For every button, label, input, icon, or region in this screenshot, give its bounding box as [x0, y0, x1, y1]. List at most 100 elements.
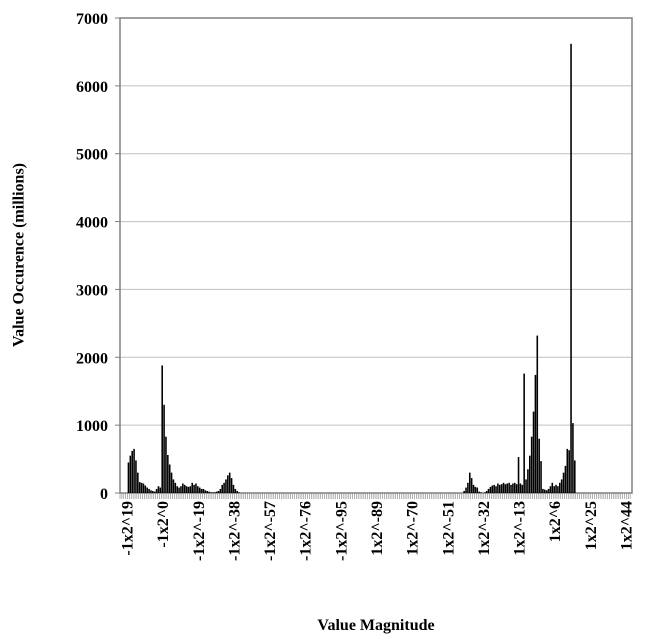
- bar: [521, 484, 524, 493]
- bar: [230, 478, 233, 493]
- bar: [525, 479, 527, 493]
- y-tick-label: 5000: [76, 147, 108, 164]
- bar: [232, 484, 235, 493]
- x-axis-title: Value Magnitude: [317, 617, 434, 634]
- bar: [570, 43, 572, 494]
- bar: [559, 482, 561, 493]
- bar: [215, 491, 218, 493]
- bar: [506, 483, 509, 493]
- bar: [165, 436, 167, 493]
- bar: [163, 404, 165, 493]
- bar: [474, 486, 477, 493]
- x-tick-label: -1x2^-19: [191, 501, 208, 561]
- y-tick-label: 3000: [76, 282, 108, 299]
- bar: [557, 486, 559, 493]
- bar: [502, 482, 505, 493]
- bar: [225, 479, 227, 493]
- bar: [574, 460, 576, 493]
- x-tick-label: 1x2^-51: [440, 501, 457, 556]
- bar: [150, 490, 152, 493]
- bar: [538, 438, 540, 493]
- bar: [468, 472, 471, 493]
- bar: [500, 484, 503, 493]
- bar: [519, 483, 522, 493]
- bar: [174, 482, 177, 493]
- bar: [198, 487, 201, 493]
- bar: [153, 491, 156, 493]
- bar: [489, 486, 492, 493]
- y-tick-label: 1000: [76, 418, 108, 435]
- bar: [523, 373, 525, 493]
- bar: [227, 475, 229, 493]
- y-tick-label: 4000: [76, 215, 108, 232]
- bar: [210, 492, 212, 493]
- bar: [536, 335, 539, 493]
- bar: [555, 484, 557, 493]
- bar: [467, 482, 469, 493]
- bar: [183, 484, 186, 493]
- y-axis-title: Value Occurence (millions): [11, 163, 28, 347]
- bar: [197, 486, 199, 493]
- x-tick-label: -1x2^-95: [333, 501, 350, 561]
- bar: [510, 484, 512, 493]
- bar: [495, 486, 497, 493]
- bar: [144, 485, 147, 493]
- bar: [465, 487, 467, 493]
- bar: [527, 469, 529, 493]
- x-tick-label: 1x2^6: [547, 501, 564, 542]
- bar: [532, 411, 535, 493]
- x-tick-label: 1x2^25: [583, 501, 600, 550]
- bar: [221, 484, 224, 493]
- y-tick-label: 6000: [76, 79, 108, 96]
- bar: [131, 450, 133, 493]
- x-tick-label: -1x2^-57: [262, 501, 279, 561]
- bar: [566, 448, 569, 493]
- plot-border: [119, 17, 633, 494]
- x-tick-label: -1x2^19: [120, 501, 137, 556]
- bar: [138, 482, 141, 493]
- bar: [202, 488, 205, 493]
- x-tick-label: 1x2^-70: [405, 501, 422, 556]
- bar: [187, 486, 190, 493]
- bar: [129, 455, 132, 493]
- bar: [497, 483, 499, 493]
- bar: [152, 490, 154, 493]
- bar: [553, 486, 555, 493]
- bar: [168, 464, 171, 493]
- bar: [542, 488, 544, 493]
- bar: [493, 484, 495, 493]
- bar: [217, 490, 220, 493]
- bar: [560, 479, 563, 493]
- bar: [472, 484, 475, 493]
- bar: [513, 482, 516, 493]
- bar: [180, 486, 182, 493]
- bar: [204, 490, 207, 493]
- bar: [127, 462, 130, 493]
- bar: [193, 484, 195, 493]
- bar: [133, 448, 135, 493]
- bar: [195, 483, 197, 493]
- bar: [568, 450, 570, 493]
- bar: [551, 482, 554, 493]
- bar: [223, 482, 225, 493]
- bar: [470, 478, 473, 493]
- bar: [530, 436, 533, 493]
- bar: [137, 472, 139, 493]
- bar: [512, 483, 514, 493]
- bar: [572, 423, 574, 493]
- bar: [491, 485, 494, 493]
- x-tick-label: 1x2^-89: [369, 501, 386, 556]
- bar: [219, 488, 222, 493]
- bar: [182, 483, 184, 493]
- bar: [140, 482, 143, 493]
- bar: [191, 482, 193, 493]
- x-tick-label: -1x2^0: [155, 501, 172, 548]
- bar: [213, 492, 216, 493]
- bar: [545, 490, 548, 493]
- bar: [498, 484, 501, 493]
- bar: [146, 487, 148, 493]
- bar: [135, 460, 137, 493]
- x-tick-label: 1x2^-32: [476, 501, 493, 556]
- bar: [515, 484, 518, 493]
- bar: [159, 487, 162, 493]
